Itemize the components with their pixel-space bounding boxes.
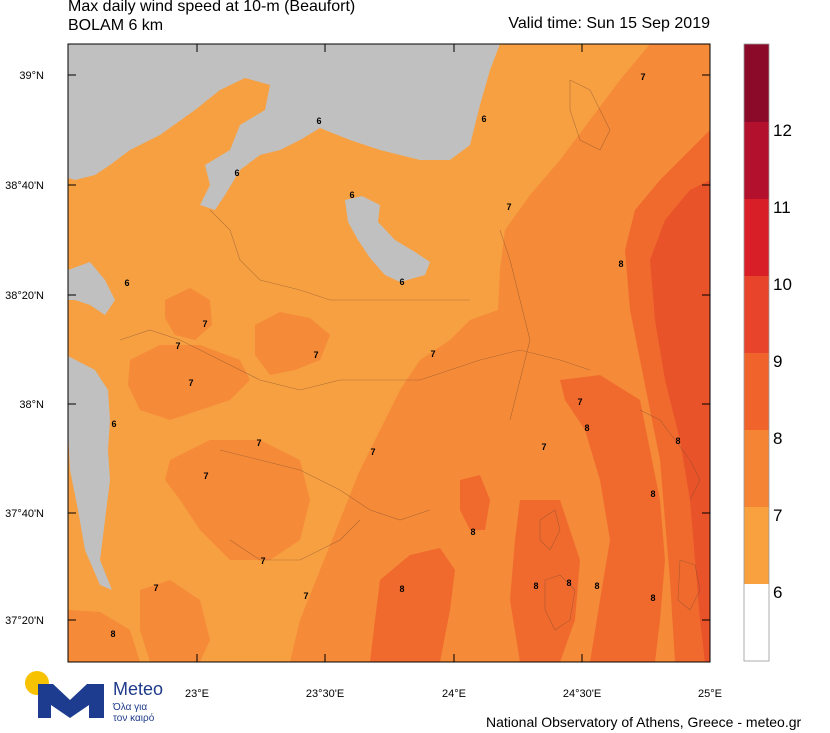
credit-text: National Observatory of Athens, Greece -… bbox=[486, 714, 802, 730]
lat-label: 38°N bbox=[19, 399, 44, 411]
legend-label: 7 bbox=[773, 506, 782, 525]
contour-label: 7 bbox=[430, 349, 435, 359]
contour-label: 8 bbox=[399, 584, 404, 594]
logo-tagline-1: Όλα για bbox=[113, 702, 148, 713]
legend-swatch-below-6 bbox=[744, 584, 769, 661]
contour-label: 8 bbox=[618, 259, 623, 269]
band-7-8-central-blob bbox=[255, 312, 330, 375]
lat-ticks bbox=[68, 74, 710, 621]
logo-name: Meteo bbox=[113, 679, 164, 699]
lon-ticks bbox=[67, 44, 711, 662]
land-mainland-north bbox=[68, 44, 500, 210]
contour-label: 6 bbox=[349, 190, 354, 200]
contour-label: 8 bbox=[566, 578, 571, 588]
contour-label: 8 bbox=[110, 629, 115, 639]
contour-label: 8 bbox=[650, 489, 655, 499]
lon-label: 23°E bbox=[185, 688, 209, 700]
contour-label: 7 bbox=[577, 397, 582, 407]
title-line-2: BOLAM 6 km bbox=[68, 17, 164, 34]
band-8-9-south-lobe bbox=[370, 548, 455, 662]
band-8-9-southeast bbox=[560, 375, 665, 662]
band-7-8-south-blob bbox=[140, 580, 210, 662]
contour-label: 7 bbox=[303, 591, 308, 601]
lat-label: 37°20'N bbox=[5, 615, 44, 627]
legend-swatch-6 bbox=[744, 507, 769, 584]
contour-label: 6 bbox=[481, 114, 486, 124]
lon-label: 25°E bbox=[698, 688, 722, 700]
contour-label: 7 bbox=[203, 471, 208, 481]
lat-label: 38°20'N bbox=[5, 290, 44, 302]
meteo-logo-icon bbox=[25, 671, 104, 718]
legend-swatch-12 bbox=[744, 44, 769, 122]
legend-label: 12 bbox=[773, 121, 792, 140]
contour-label: 7 bbox=[175, 341, 180, 351]
legend-swatch-10 bbox=[744, 199, 769, 276]
contour-label: 7 bbox=[256, 438, 261, 448]
contour-label: 7 bbox=[541, 442, 546, 452]
legend-swatch-9 bbox=[744, 276, 769, 353]
land-lake-euboea bbox=[345, 196, 430, 282]
contour-label: 6 bbox=[111, 419, 116, 429]
contour-label: 8 bbox=[470, 527, 475, 537]
contour-label: 8 bbox=[533, 581, 538, 591]
legend-swatch-11 bbox=[744, 122, 769, 199]
lat-label: 38°40'N bbox=[5, 180, 44, 192]
contour-label: 7 bbox=[188, 378, 193, 388]
logo-tagline: Όλα για τον καιρό bbox=[113, 702, 154, 724]
contour-label: 6 bbox=[399, 277, 404, 287]
map-plot-area bbox=[68, 44, 710, 662]
lat-label: 37°40'N bbox=[5, 508, 44, 520]
title-line-1: Max daily wind speed at 10-m (Beaufort) bbox=[68, 0, 356, 15]
contour-labels: 6 6 6 6 6 6 6 7 7 7 7 7 7 7 7 7 7 7 7 7 … bbox=[110, 72, 680, 639]
legend-swatch-8 bbox=[744, 353, 769, 430]
legend-label: 6 bbox=[773, 583, 782, 602]
valid-time: Valid time: Sun 15 Sep 2019 bbox=[508, 15, 710, 32]
lon-label: 24°E bbox=[442, 688, 466, 700]
legend-swatch-7 bbox=[744, 430, 769, 507]
coastlines bbox=[119, 79, 701, 631]
contour-label: 8 bbox=[584, 423, 589, 433]
band-7-8-west-blob bbox=[128, 345, 250, 420]
land-islands-ionian bbox=[68, 262, 115, 315]
contour-label: 6 bbox=[234, 168, 239, 178]
contour-label: 8 bbox=[675, 436, 680, 446]
legend-label: 10 bbox=[773, 275, 792, 294]
legend-label: 11 bbox=[773, 198, 791, 217]
contour-label: 7 bbox=[313, 350, 318, 360]
band-7-8-north-blob bbox=[165, 288, 212, 340]
contour-label: 7 bbox=[640, 72, 645, 82]
contour-label: 8 bbox=[650, 593, 655, 603]
contour-label: 6 bbox=[316, 116, 321, 126]
band-9-east bbox=[650, 180, 710, 662]
lon-label: 24°30'E bbox=[563, 688, 601, 700]
legend-frame bbox=[743, 43, 770, 662]
contour-label: 7 bbox=[506, 202, 511, 212]
contour-label: 6 bbox=[124, 278, 129, 288]
lat-label: 39°N bbox=[19, 70, 44, 82]
map-title: Max daily wind speed at 10-m (Beaufort) … bbox=[68, 0, 355, 35]
legend-label: 9 bbox=[773, 352, 782, 371]
band-7-8-southwest-corner bbox=[68, 610, 140, 662]
contour-label: 7 bbox=[260, 556, 265, 566]
logo-tagline-2: τον καιρό bbox=[113, 713, 155, 724]
legend-label: 8 bbox=[773, 429, 782, 448]
legend-labels: 12 11 10 9 8 7 6 bbox=[773, 121, 792, 602]
contour-label: 7 bbox=[202, 319, 207, 329]
land-peninsula-west bbox=[68, 356, 112, 590]
lon-label: 23°30'E bbox=[306, 688, 344, 700]
plot-frame bbox=[67, 43, 711, 663]
legend-colorbar bbox=[743, 43, 770, 662]
band-7-8-southwest-blob bbox=[165, 440, 310, 560]
contour-label: 7 bbox=[153, 583, 158, 593]
band-8-9-center-east bbox=[460, 475, 490, 530]
contour-label: 7 bbox=[370, 447, 375, 457]
contour-label: 8 bbox=[594, 581, 599, 591]
